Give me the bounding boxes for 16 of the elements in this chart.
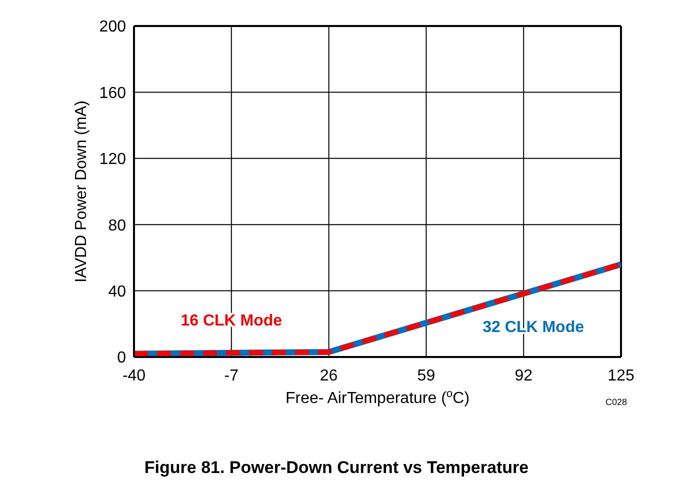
y-tick-label: 80 bbox=[108, 217, 126, 234]
y-axis-title: IAVDD Power Down (mA) bbox=[73, 100, 90, 282]
y-tick-label: 160 bbox=[99, 84, 126, 102]
x-tick-label: 59 bbox=[417, 367, 436, 384]
x-tick-label: 92 bbox=[514, 367, 533, 384]
text: C028 bbox=[605, 397, 627, 407]
y-tick-label: 40 bbox=[108, 283, 126, 300]
x-tick-label: -7 bbox=[224, 367, 239, 384]
y-tick-label: 200 bbox=[99, 18, 126, 36]
text: Figure 81. Power-Down Current vs Temperature bbox=[143, 458, 530, 478]
y-tick-label: 0 bbox=[117, 350, 126, 367]
x-tick-label: 125 bbox=[608, 367, 634, 384]
x-tick-label: 26 bbox=[320, 367, 338, 384]
x-axis-title: Free- AirTemperature ($^{o}$C) bbox=[285, 388, 470, 407]
y-tick-label: 120 bbox=[99, 151, 126, 168]
x-tick-label: -40 bbox=[122, 367, 146, 384]
